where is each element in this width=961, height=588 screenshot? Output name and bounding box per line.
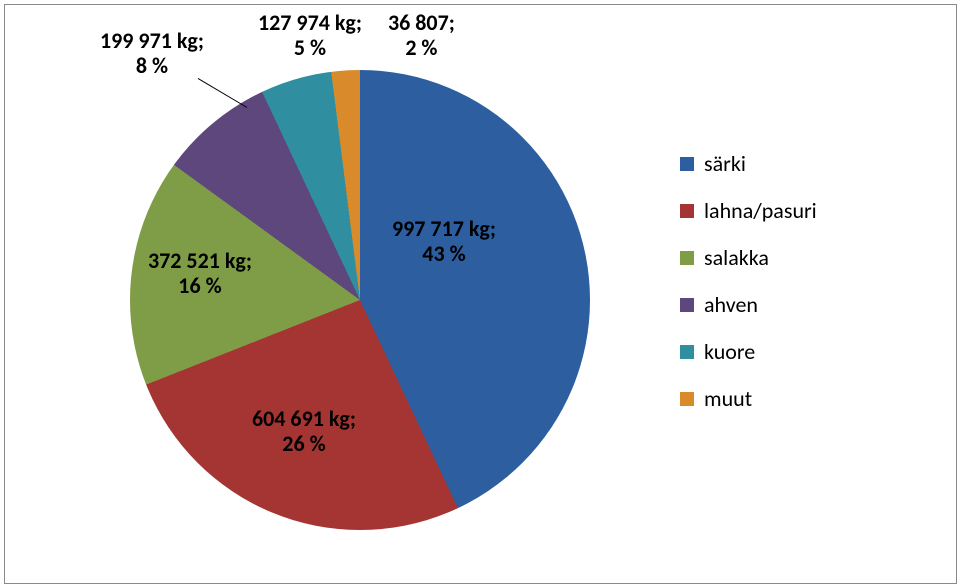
legend-label: lahna/pasuri [704,197,817,224]
legend-swatch [680,298,694,312]
slice-label-sarki: 997 717 kg; 43 % [392,216,496,267]
legend-swatch [680,204,694,218]
pie-chart [130,70,590,530]
legend-item: ahven [680,291,817,318]
pie-canvas [130,70,590,530]
slice-label-lahna: 604 691 kg; 26 % [252,406,356,457]
legend-label: särki [704,150,746,177]
slice-label-kuore: 127 974 kg; 5 % [258,10,362,61]
legend-item: kuore [680,338,817,365]
legend-label: ahven [704,291,758,318]
legend-label: kuore [704,338,755,365]
slice-label-muut: 36 807; 2 % [388,10,455,61]
legend-item: salakka [680,244,817,271]
legend-label: muut [704,385,752,412]
legend-swatch [680,157,694,171]
legend-swatch [680,251,694,265]
legend-item: särki [680,150,817,177]
legend: särki lahna/pasuri salakka ahven kuore muut [680,150,817,412]
legend-item: muut [680,385,817,412]
legend-swatch [680,392,694,406]
slice-label-ahven: 199 971 kg; 8 % [100,28,204,79]
slice-label-salakka: 372 521 kg; 16 % [148,248,252,299]
legend-item: lahna/pasuri [680,197,817,224]
legend-swatch [680,345,694,359]
legend-label: salakka [704,244,769,271]
